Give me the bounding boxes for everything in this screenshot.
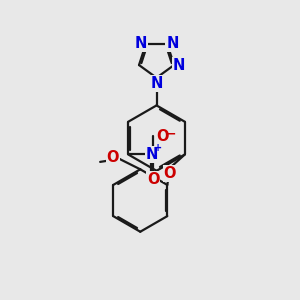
- Text: O: O: [147, 172, 159, 187]
- Text: O: O: [164, 166, 176, 181]
- Text: +: +: [154, 143, 162, 153]
- Text: O: O: [156, 128, 169, 143]
- Text: N: N: [151, 76, 163, 91]
- Text: N: N: [166, 36, 178, 51]
- Text: N: N: [146, 147, 158, 162]
- Text: N: N: [173, 58, 185, 73]
- Text: N: N: [134, 36, 147, 51]
- Text: −: −: [166, 127, 176, 140]
- Text: O: O: [107, 150, 119, 165]
